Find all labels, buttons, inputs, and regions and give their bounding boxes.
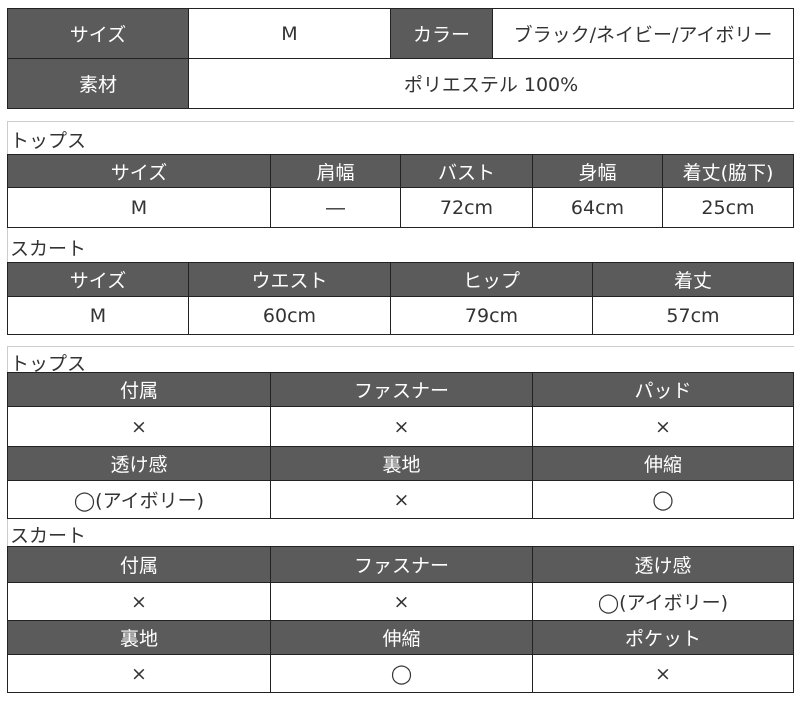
header-cell: ポケット: [532, 620, 794, 655]
value-cell: ×: [7, 406, 271, 447]
skirt-features-caption: スカート: [10, 525, 87, 547]
color-label: カラー: [390, 8, 493, 59]
material-label: 素材: [7, 58, 189, 109]
header-cell: サイズ: [7, 262, 189, 297]
tops-features-caption: トップス: [10, 353, 87, 375]
value-cell: ×: [7, 582, 271, 621]
value-cell: 72cm: [400, 187, 533, 228]
tops-size-caption: トップス: [10, 130, 87, 152]
size-value: M: [188, 8, 391, 59]
value-cell: 64cm: [532, 187, 663, 228]
value-cell: ×: [532, 406, 794, 447]
header-cell: ファスナー: [270, 372, 533, 407]
header-cell: ウエスト: [188, 262, 391, 297]
value-cell: 79cm: [390, 296, 593, 335]
skirt-size-caption: スカート: [10, 238, 87, 260]
header-cell: 着丈(脇下): [662, 154, 794, 188]
header-cell: 透け感: [532, 546, 794, 583]
tops-size-table: サイズ 肩幅 バスト 身幅 着丈(脇下) M ― 72cm 64cm 25cm: [7, 154, 794, 228]
header-cell: 伸縮: [270, 620, 533, 655]
material-value: ポリエステル 100%: [188, 58, 794, 109]
header-cell: 付属: [7, 546, 271, 583]
header-cell: サイズ: [7, 154, 271, 188]
size-label: サイズ: [7, 8, 189, 59]
header-cell: 付属: [7, 372, 271, 407]
skirt-size-table: サイズ ウエスト ヒップ 着丈 M 60cm 79cm 57cm: [7, 262, 794, 335]
value-cell: ◯(アイボリー): [532, 582, 794, 621]
value-cell: ×: [7, 654, 271, 693]
value-cell: ×: [532, 654, 794, 693]
value-cell: 60cm: [188, 296, 391, 335]
divider: [7, 346, 8, 692]
skirt-features-table: 付属 ファスナー 透け感 × × ◯(アイボリー) 裏地 伸縮 ポケット × ◯ ×: [7, 546, 794, 693]
divider: [7, 121, 8, 334]
tops-features-table: 付属 ファスナー パッド × × × 透け感 裏地 伸縮 ◯(アイボリー) × ◯: [7, 372, 794, 519]
header-cell: 透け感: [7, 446, 271, 481]
value-cell: 25cm: [662, 187, 794, 228]
header-cell: 裏地: [7, 620, 271, 655]
value-cell: ×: [270, 406, 533, 447]
header-cell: ヒップ: [390, 262, 593, 297]
value-cell: ×: [270, 480, 533, 519]
header-cell: 身幅: [532, 154, 663, 188]
value-cell: ×: [270, 582, 533, 621]
header-cell: 肩幅: [270, 154, 401, 188]
value-cell: ―: [270, 187, 401, 228]
value-cell: 57cm: [592, 296, 794, 335]
header-cell: 裏地: [270, 446, 533, 481]
color-value: ブラック/ネイビー/アイボリー: [492, 8, 794, 59]
value-cell: ◯: [532, 480, 794, 519]
value-cell: M: [7, 296, 189, 335]
header-cell: パッド: [532, 372, 794, 407]
value-cell: ◯: [270, 654, 533, 693]
header-cell: 着丈: [592, 262, 794, 297]
summary-table: サイズ M カラー ブラック/ネイビー/アイボリー 素材 ポリエステル 100%: [7, 8, 794, 109]
value-cell: ◯(アイボリー): [7, 480, 271, 519]
value-cell: M: [7, 187, 271, 228]
divider: [7, 346, 794, 347]
header-cell: 伸縮: [532, 446, 794, 481]
header-cell: バスト: [400, 154, 533, 188]
header-cell: ファスナー: [270, 546, 533, 583]
divider: [7, 121, 794, 122]
